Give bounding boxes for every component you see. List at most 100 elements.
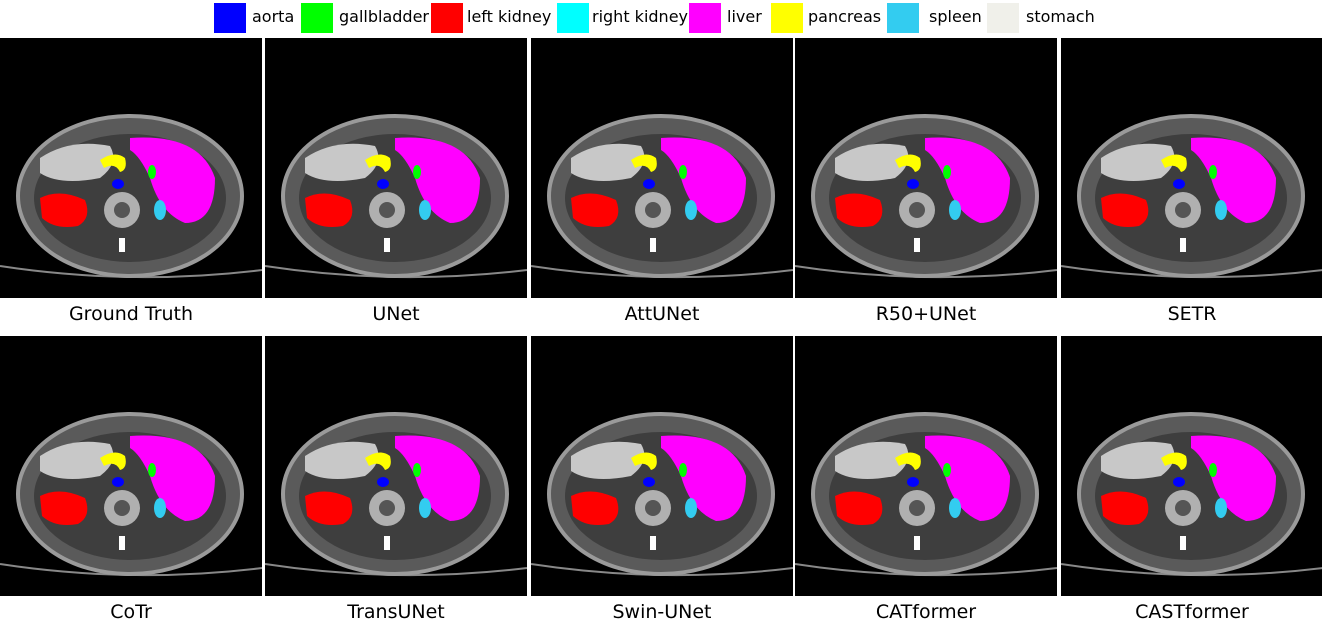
legend-label: liver <box>727 7 762 26</box>
spine-process <box>914 536 920 550</box>
gallbladder <box>1209 463 1217 477</box>
spine-process <box>1180 536 1186 550</box>
spleen <box>949 498 961 518</box>
pancreas <box>1161 452 1187 470</box>
aorta <box>377 477 389 487</box>
pancreas <box>1161 154 1187 172</box>
left-kidney <box>305 193 353 227</box>
panel-caption: AttUNet <box>624 303 700 325</box>
spleen <box>1215 200 1227 220</box>
ct-image <box>0 38 262 298</box>
ct-image <box>265 38 527 298</box>
stomach <box>571 143 645 182</box>
pancreas <box>100 452 126 470</box>
spinal-canal <box>114 202 130 218</box>
spinal-canal <box>379 202 395 218</box>
liver <box>395 435 480 521</box>
aorta <box>1173 477 1185 487</box>
gallbladder <box>943 165 951 179</box>
liver <box>1191 435 1276 521</box>
stomach <box>1101 441 1175 480</box>
legend-swatch <box>771 3 803 33</box>
left-kidney <box>571 491 619 525</box>
pancreas <box>895 452 921 470</box>
left-kidney <box>835 193 883 227</box>
liver <box>395 137 480 223</box>
left-kidney <box>40 193 88 227</box>
stomach <box>835 143 909 182</box>
liver <box>925 137 1010 223</box>
pancreas <box>365 154 391 172</box>
gallbladder <box>679 463 687 477</box>
liver <box>661 137 746 223</box>
spinal-canal <box>645 500 661 516</box>
ct-image <box>531 336 793 596</box>
legend-swatch <box>431 3 463 33</box>
spine-process <box>119 238 125 252</box>
spine-process <box>914 238 920 252</box>
left-kidney <box>1101 193 1149 227</box>
liver <box>925 435 1010 521</box>
spinal-canal <box>909 202 925 218</box>
aorta <box>643 477 655 487</box>
spinal-canal <box>645 202 661 218</box>
spine-process <box>1180 238 1186 252</box>
liver <box>1191 137 1276 223</box>
pancreas <box>100 154 126 172</box>
spleen <box>154 200 166 220</box>
spine-process <box>384 536 390 550</box>
panel-caption: UNet <box>372 303 420 325</box>
legend-label: spleen <box>929 7 982 26</box>
legend-label: right kidney <box>592 7 688 26</box>
spleen <box>1215 498 1227 518</box>
aorta <box>907 477 919 487</box>
legend-label: aorta <box>252 7 295 26</box>
left-kidney <box>1101 491 1149 525</box>
spinal-canal <box>114 500 130 516</box>
legend-swatch <box>301 3 333 33</box>
aorta <box>643 179 655 189</box>
gallbladder <box>413 165 421 179</box>
legend-swatch <box>987 3 1019 33</box>
gallbladder <box>1209 165 1217 179</box>
aorta <box>907 179 919 189</box>
ct-image <box>265 336 527 596</box>
legend-swatch <box>557 3 589 33</box>
legend-label: pancreas <box>808 7 882 26</box>
pancreas <box>631 452 657 470</box>
stomach <box>571 441 645 480</box>
spinal-canal <box>1175 500 1191 516</box>
spinal-canal <box>1175 202 1191 218</box>
gallbladder <box>679 165 687 179</box>
ct-image <box>795 38 1057 298</box>
spine-process <box>650 238 656 252</box>
gallbladder <box>413 463 421 477</box>
panel-caption: TransUNet <box>347 601 445 623</box>
left-kidney <box>305 491 353 525</box>
liver <box>130 435 215 521</box>
gallbladder <box>148 463 156 477</box>
spleen <box>685 200 697 220</box>
pancreas <box>631 154 657 172</box>
pancreas <box>895 154 921 172</box>
spinal-canal <box>379 500 395 516</box>
spine-process <box>119 536 125 550</box>
legend-label: gallbladder <box>339 7 429 26</box>
spleen <box>949 200 961 220</box>
ct-image <box>531 38 793 298</box>
stomach <box>835 441 909 480</box>
spine-process <box>650 536 656 550</box>
stomach <box>1101 143 1175 182</box>
liver <box>661 435 746 521</box>
panel-caption: Swin-UNet <box>612 601 712 623</box>
ct-image <box>0 336 262 596</box>
stomach <box>305 441 379 480</box>
aorta <box>112 179 124 189</box>
spleen <box>154 498 166 518</box>
legend-swatch <box>689 3 721 33</box>
aorta <box>112 477 124 487</box>
stomach <box>40 441 114 480</box>
gallbladder <box>148 165 156 179</box>
panel-caption: CATformer <box>875 601 977 623</box>
